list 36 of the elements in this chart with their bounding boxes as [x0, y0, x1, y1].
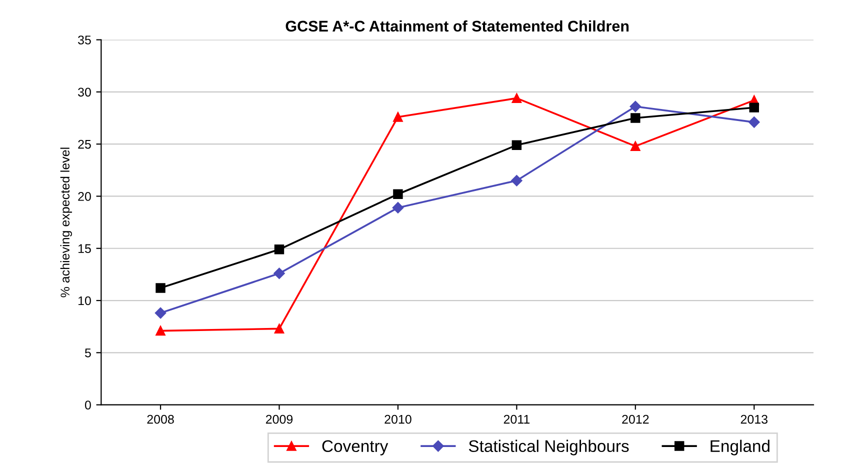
point — [392, 202, 404, 214]
point — [512, 140, 522, 150]
point — [630, 113, 640, 123]
point — [274, 244, 284, 254]
x-tick-label: 2011 — [504, 414, 530, 424]
point — [274, 268, 285, 280]
point — [749, 102, 759, 112]
point — [748, 116, 760, 128]
x-tick-label: 2013 — [740, 414, 768, 424]
point — [393, 189, 403, 199]
x-tick-label: 2010 — [384, 414, 412, 424]
y-tick-label: 25 — [78, 140, 91, 149]
point — [274, 324, 284, 334]
y-tick-label: 10 — [78, 296, 91, 306]
point — [156, 283, 166, 293]
y-tick-label: 30 — [78, 88, 91, 97]
x-tick-label: 2008 — [147, 414, 174, 424]
y-tick-label: 35 — [78, 36, 91, 44]
chart-title: GCSE A*-C Attainment of Statemented Children — [286, 20, 629, 32]
point — [630, 141, 640, 152]
y-axis-title: % achieving expected level — [60, 148, 72, 298]
point — [154, 307, 166, 319]
y-tick-label: 5 — [84, 348, 91, 358]
x-tick-label: 2009 — [266, 414, 293, 424]
x-tick-label: 2012 — [622, 414, 649, 424]
point — [156, 326, 166, 336]
point — [393, 112, 403, 122]
point — [512, 93, 522, 104]
legend-label: England — [710, 440, 770, 456]
legend-label: Statistical Neighbours — [468, 440, 629, 456]
y-tick-label: 20 — [78, 192, 91, 201]
y-tick-label: 0 — [84, 400, 91, 410]
point — [630, 100, 642, 112]
legend-label: Coventry — [322, 440, 388, 456]
y-tick-label: 15 — [78, 244, 91, 254]
point — [511, 174, 522, 186]
